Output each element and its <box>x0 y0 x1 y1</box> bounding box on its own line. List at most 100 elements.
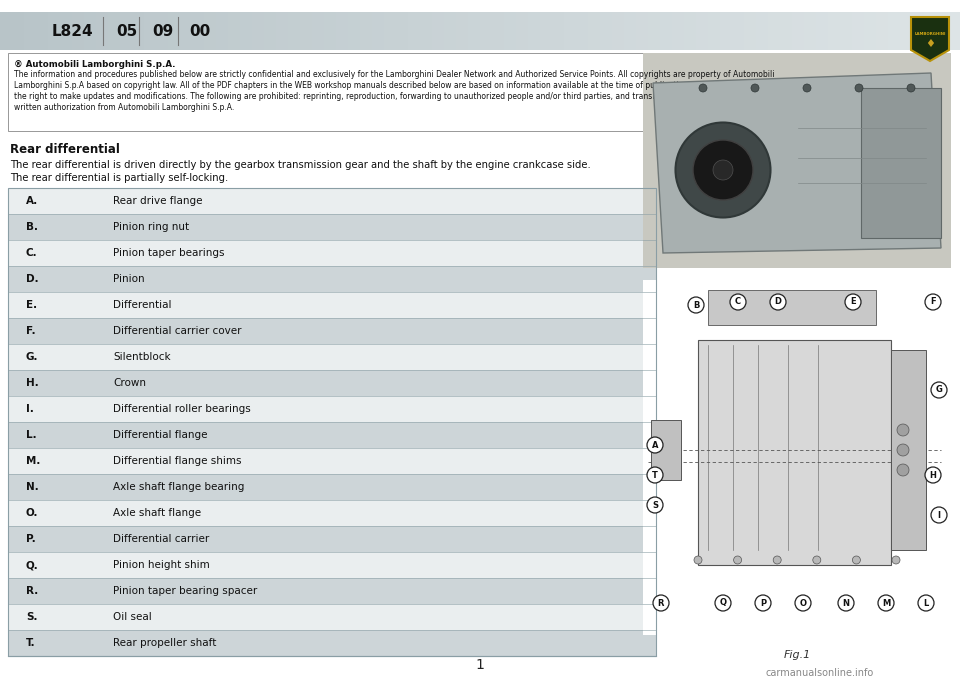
Bar <box>660 12 672 50</box>
Text: Crown: Crown <box>113 378 146 388</box>
Text: Differential flange shims: Differential flange shims <box>113 456 242 466</box>
Bar <box>72 12 84 50</box>
Bar <box>8 422 656 448</box>
Bar <box>8 188 656 214</box>
Text: H.: H. <box>26 378 38 388</box>
Ellipse shape <box>897 424 909 436</box>
Bar <box>891 350 926 550</box>
Text: C.: C. <box>26 248 37 258</box>
Bar <box>600 12 612 50</box>
Text: G.: G. <box>26 352 38 362</box>
Bar <box>408 12 420 50</box>
Bar <box>864 12 876 50</box>
Bar <box>948 12 960 50</box>
Bar <box>24 12 36 50</box>
Ellipse shape <box>647 437 663 453</box>
Text: carmanualsonline.info: carmanualsonline.info <box>766 668 875 678</box>
Bar <box>12 12 24 50</box>
Bar <box>264 12 276 50</box>
Text: M.: M. <box>26 456 40 466</box>
Bar <box>204 12 216 50</box>
Bar <box>192 12 204 50</box>
Ellipse shape <box>907 84 915 92</box>
Bar <box>348 12 360 50</box>
Ellipse shape <box>795 595 811 611</box>
Bar <box>456 12 468 50</box>
Ellipse shape <box>770 294 786 310</box>
Text: written authorization from Automobili Lamborghini S.p.A.: written authorization from Automobili La… <box>14 103 234 112</box>
Bar <box>216 12 228 50</box>
Text: R: R <box>658 598 664 607</box>
Bar <box>643 53 951 268</box>
Ellipse shape <box>931 382 947 398</box>
Text: 09: 09 <box>153 23 174 38</box>
Ellipse shape <box>694 556 702 564</box>
Ellipse shape <box>773 556 781 564</box>
Text: D.: D. <box>26 274 38 284</box>
Text: The rear differential is driven directly by the gearbox transmission gear and th: The rear differential is driven directly… <box>10 160 590 170</box>
Text: Rear differential: Rear differential <box>10 143 120 156</box>
Text: I.: I. <box>26 404 34 414</box>
Ellipse shape <box>647 497 663 513</box>
Bar <box>651 420 681 480</box>
Bar <box>732 12 744 50</box>
Bar <box>540 12 552 50</box>
Bar <box>180 12 192 50</box>
Bar <box>8 396 656 422</box>
Bar <box>120 12 132 50</box>
Bar <box>384 12 396 50</box>
Text: 05: 05 <box>116 23 137 38</box>
Ellipse shape <box>925 294 941 310</box>
Bar <box>228 12 240 50</box>
Bar <box>720 12 732 50</box>
Ellipse shape <box>855 84 863 92</box>
Bar <box>8 630 656 656</box>
Ellipse shape <box>931 507 947 523</box>
Ellipse shape <box>647 467 663 483</box>
Text: Axle shaft flange: Axle shaft flange <box>113 508 202 518</box>
Bar <box>8 526 656 552</box>
Text: Fig.1: Fig.1 <box>783 650 810 660</box>
Bar <box>804 12 816 50</box>
Bar <box>912 12 924 50</box>
Bar <box>828 12 840 50</box>
Ellipse shape <box>755 595 771 611</box>
Bar <box>0 12 12 50</box>
Ellipse shape <box>715 595 731 611</box>
Bar <box>144 12 156 50</box>
Bar <box>612 12 624 50</box>
Ellipse shape <box>838 595 854 611</box>
Bar <box>576 12 588 50</box>
Ellipse shape <box>897 464 909 476</box>
Text: The information and procedures published below are strictly confidential and exc: The information and procedures published… <box>14 70 775 79</box>
Text: the right to make updates and modifications. The following are prohibited: repri: the right to make updates and modificati… <box>14 92 776 101</box>
Bar <box>8 240 656 266</box>
Ellipse shape <box>713 160 733 180</box>
Bar <box>132 12 144 50</box>
Bar <box>528 12 540 50</box>
Text: I: I <box>938 510 941 520</box>
Bar <box>744 12 756 50</box>
Bar <box>588 12 600 50</box>
Bar <box>888 12 900 50</box>
Bar <box>420 12 432 50</box>
Bar <box>480 12 492 50</box>
Bar <box>648 12 660 50</box>
Text: O: O <box>800 598 806 607</box>
Text: B.: B. <box>26 222 38 232</box>
Ellipse shape <box>852 556 860 564</box>
Text: A.: A. <box>26 196 38 206</box>
Text: S: S <box>652 501 658 510</box>
Bar <box>396 12 408 50</box>
Bar <box>936 12 948 50</box>
Bar <box>96 12 108 50</box>
Bar <box>252 12 264 50</box>
Bar <box>360 12 372 50</box>
Bar <box>768 12 780 50</box>
Bar <box>708 290 876 325</box>
Text: ♦: ♦ <box>925 39 935 49</box>
Text: Differential: Differential <box>113 300 172 310</box>
Bar <box>8 448 656 474</box>
Text: N: N <box>843 598 850 607</box>
Bar <box>8 188 656 656</box>
